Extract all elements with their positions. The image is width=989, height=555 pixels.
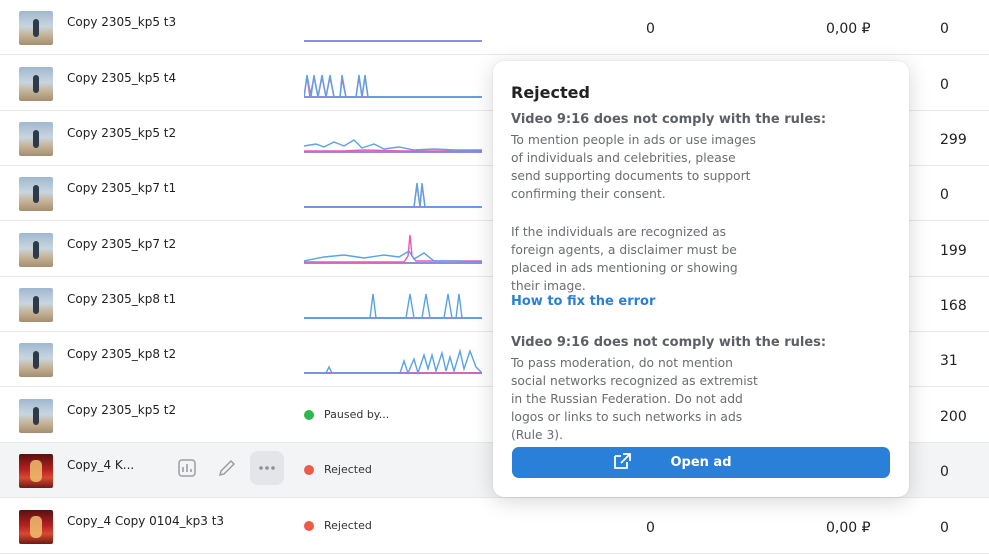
metric-value: 168 [940, 298, 967, 314]
rejection-popover: Rejected Video 9:16 does not comply with… [493, 61, 909, 497]
bar-chart-icon [178, 459, 196, 477]
ad-name[interactable]: Copy 2305_kp8 t2 [67, 347, 177, 361]
metric-value: 199 [940, 243, 967, 259]
metric-value: 0 [940, 464, 949, 480]
status-text: Rejected [324, 519, 372, 532]
metric-count: 0 [646, 520, 655, 536]
ad-name[interactable]: Copy_4 K... [67, 458, 135, 472]
status-badge: Paused by... [304, 408, 389, 421]
ad-thumbnail[interactable] [19, 399, 53, 433]
ad-name[interactable]: Copy 2305_kp7 t2 [67, 237, 177, 251]
activity-sparkline [304, 348, 482, 376]
open-ad-button[interactable]: Open ad [512, 447, 890, 478]
ad-thumbnail[interactable] [19, 343, 53, 377]
table-row[interactable]: Copy 2305_kp5 t3 0 0,00 ₽ 0 [0, 0, 989, 55]
sparkline-blue-series [304, 250, 482, 263]
ad-thumbnail[interactable] [19, 11, 53, 45]
more-dots-icon [259, 466, 275, 470]
rule-heading-1: Video 9:16 does not comply with the rule… [511, 112, 827, 127]
activity-sparkline [304, 293, 482, 319]
metric-value: 0 [940, 187, 949, 203]
status-text: Rejected [324, 463, 372, 476]
status-badge: Rejected [304, 519, 372, 532]
metric-value: 0 [940, 21, 949, 37]
ad-thumbnail[interactable] [19, 233, 53, 267]
sparkline-blue-series [304, 293, 482, 319]
metric-value: 31 [940, 353, 958, 369]
table-row[interactable]: Copy_4 Copy 0104_kp3 t3 Rejected 0 0,00 ₽ 0 [0, 499, 989, 554]
activity-sparkline [304, 74, 482, 98]
metric-spend: 0,00 ₽ [826, 520, 871, 536]
ad-thumbnail[interactable] [19, 510, 53, 544]
how-to-fix-link[interactable]: How to fix the error [511, 294, 656, 309]
ad-thumbnail[interactable] [19, 454, 53, 488]
status-text: Paused by... [324, 408, 390, 421]
metric-value: 0 [940, 520, 949, 536]
open-ad-label: Open ad [670, 455, 732, 470]
more-dots-button[interactable] [250, 451, 284, 485]
pencil-button[interactable] [210, 451, 244, 485]
table-row[interactable]: Copy 2305_kp8 t2 31 [0, 332, 989, 387]
ad-thumbnail[interactable] [19, 122, 53, 156]
ad-name[interactable]: Copy 2305_kp5 t2 [67, 126, 177, 140]
metric-spend: 0,00 ₽ [826, 21, 871, 37]
sparkline-pink-series [304, 234, 482, 263]
rule-text-2: To pass moderation, do not mention socia… [511, 356, 758, 442]
bar-chart-button[interactable] [170, 451, 204, 485]
activity-sparkline [304, 40, 482, 42]
ad-thumbnail[interactable] [19, 177, 53, 211]
status-badge: Rejected [304, 463, 372, 476]
pencil-icon [218, 459, 236, 477]
sparkline-blue-series [304, 74, 482, 98]
sparkline-pink-series [304, 184, 426, 208]
ad-name[interactable]: Copy 2305_kp8 t1 [67, 292, 177, 306]
metric-value: 299 [940, 132, 967, 148]
status-dot [304, 520, 314, 531]
status-dot [304, 409, 314, 420]
status-dot [304, 464, 314, 475]
ad-name[interactable]: Copy 2305_kp5 t3 [67, 15, 177, 29]
external-link-icon [614, 453, 631, 469]
ad-name[interactable]: Copy 2305_kp5 t4 [67, 71, 177, 85]
metric-value: 200 [940, 409, 967, 425]
sparkline-blue-series [304, 348, 482, 376]
sparkline-pink-series [304, 149, 482, 152]
popover-title: Rejected [511, 83, 590, 102]
activity-sparkline [304, 182, 482, 208]
ad-name[interactable]: Copy 2305_kp5 t2 [67, 403, 177, 417]
metric-value: 0 [940, 77, 949, 93]
ad-name[interactable]: Copy 2305_kp7 t1 [67, 181, 177, 195]
rule-text-1a: To mention people in ads or use images o… [511, 133, 756, 201]
metric-count: 0 [646, 21, 655, 37]
rule-heading-2: Video 9:16 does not comply with the rule… [511, 335, 827, 350]
activity-sparkline [304, 234, 482, 264]
row-actions [170, 451, 284, 485]
ad-thumbnail[interactable] [19, 67, 53, 101]
activity-sparkline [304, 139, 482, 153]
ad-thumbnail[interactable] [19, 288, 53, 322]
sparkline-blue-series [304, 139, 482, 151]
sparkline-blue-series [304, 182, 482, 208]
ad-name[interactable]: Copy_4 Copy 0104_kp3 t3 [67, 514, 225, 528]
rule-text-1b: If the individuals are recognized as for… [511, 225, 738, 293]
